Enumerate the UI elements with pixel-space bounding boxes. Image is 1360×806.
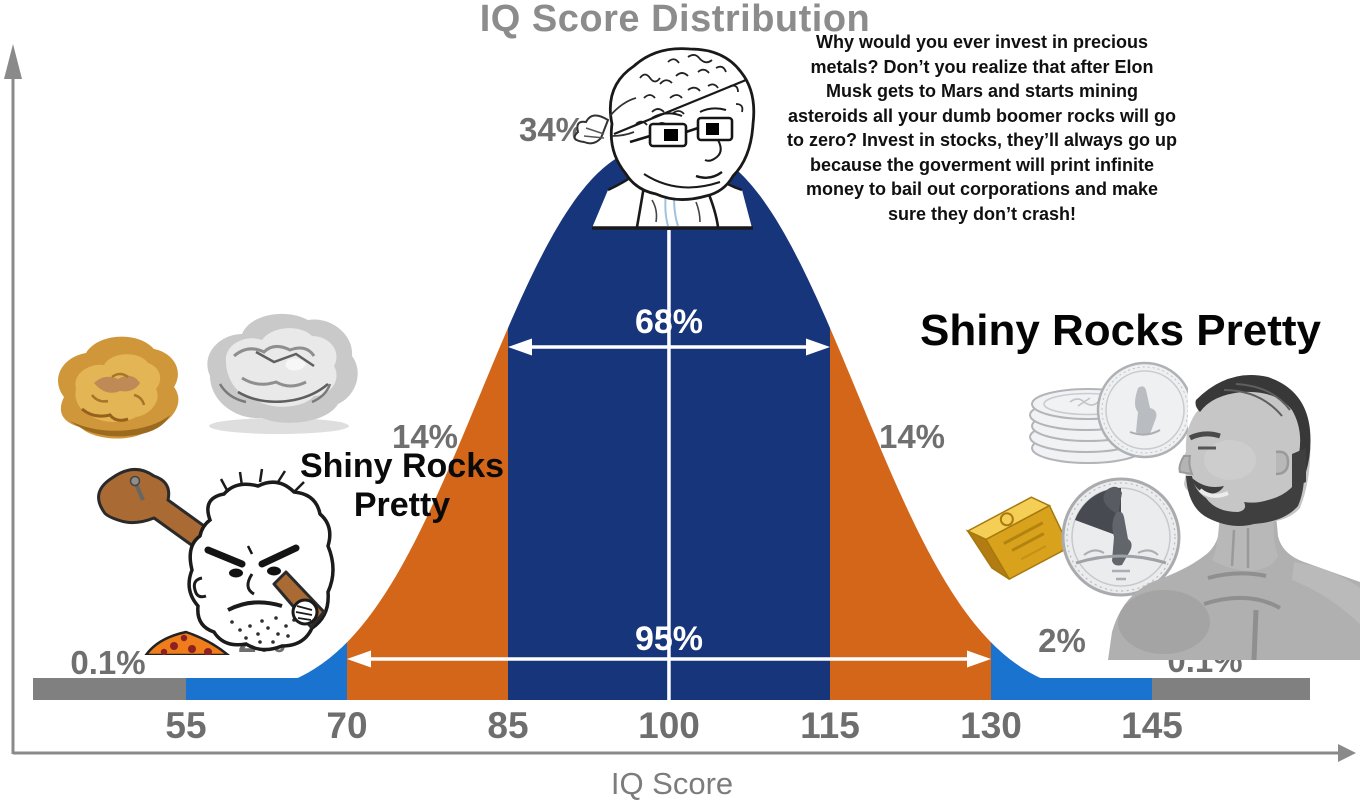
x-tick-label: 115 xyxy=(800,705,860,746)
midwit-speech-line: Musk gets to Mars and starts mining xyxy=(825,81,1139,101)
midwit-speech-line: sure they don’t crash! xyxy=(887,203,1077,224)
caption-shiny-rocks-pretty-left: Shiny Rocks Pretty xyxy=(290,447,514,526)
chad-neck xyxy=(1212,510,1278,571)
midwit-speech-line: because the goverment will print infinit… xyxy=(809,154,1155,175)
chad-hair xyxy=(1195,375,1311,472)
chad-beard xyxy=(1186,468,1305,526)
gigachad-image xyxy=(1108,375,1360,660)
silver-coin-stack-image xyxy=(1029,361,1188,464)
mean-line xyxy=(667,230,671,700)
span-label: 68% xyxy=(635,303,703,341)
x-tick-label: 85 xyxy=(487,705,528,746)
percent-label: 34% xyxy=(519,111,585,148)
curve-segment-band-55-70 xyxy=(186,642,347,700)
x-axis-title: IQ Score xyxy=(610,766,734,801)
percent-label: 14% xyxy=(879,418,945,455)
caption-left-line2: Pretty xyxy=(353,486,451,525)
midwit-speech-bubble: Why would you ever invest in precious met… xyxy=(762,30,1202,226)
silver-libertad-coin-image xyxy=(1061,477,1181,597)
arrow-right-icon xyxy=(805,338,830,356)
x-tick-label: 55 xyxy=(165,705,206,746)
arrow-left-icon xyxy=(346,650,371,668)
midwit-speech-line: asteroids all your dumb boomer rocks wil… xyxy=(787,105,1177,126)
x-tick-label: 100 xyxy=(638,705,700,746)
x-axis-arrow-icon xyxy=(1338,744,1356,762)
y-axis-arrow-icon xyxy=(4,44,22,79)
span-label: 95% xyxy=(635,620,703,658)
curve-segment-tail-above-145 xyxy=(1152,678,1310,700)
midwit-wojak-image xyxy=(573,47,756,230)
caption-left-line1: Shiny Rocks xyxy=(299,447,505,485)
midwit-speech-line: metals? Don’t you realize that after Elo… xyxy=(810,56,1154,77)
curve-segment-tail-below-55 xyxy=(33,678,186,700)
midwit-speech-line: money to bail out corporations and make xyxy=(805,179,1159,199)
x-tick-label: 130 xyxy=(960,705,1022,746)
chart-title: IQ Score Distribution xyxy=(479,0,871,40)
gold-bar-image xyxy=(965,496,1071,581)
arrow-left-icon xyxy=(507,338,532,356)
arrow-right-icon xyxy=(966,650,991,668)
exposed-brain-squiggles xyxy=(635,54,744,127)
curve-segment-band-130-145 xyxy=(991,642,1152,700)
curve-segment-band-70-85 xyxy=(347,328,508,700)
caveman-wojak-image xyxy=(97,468,335,655)
midwit-speech-line: to zero? Invest in stocks, they’ll alway… xyxy=(786,130,1178,150)
percent-label: 0.1% xyxy=(70,644,145,681)
percent-label: 14% xyxy=(392,418,458,455)
midwit-speech-line: Why would you ever invest in precious xyxy=(815,32,1149,52)
curve-segment-band-115-130 xyxy=(830,328,991,700)
percent-label: 2% xyxy=(1038,622,1086,659)
gold-nugget-image xyxy=(58,336,179,439)
caption-shiny-rocks-pretty-right: Shiny Rocks Pretty xyxy=(920,306,1322,355)
x-tick-label: 70 xyxy=(326,705,367,746)
x-tick-label: 145 xyxy=(1121,705,1183,746)
silver-nugget-image xyxy=(207,313,358,434)
